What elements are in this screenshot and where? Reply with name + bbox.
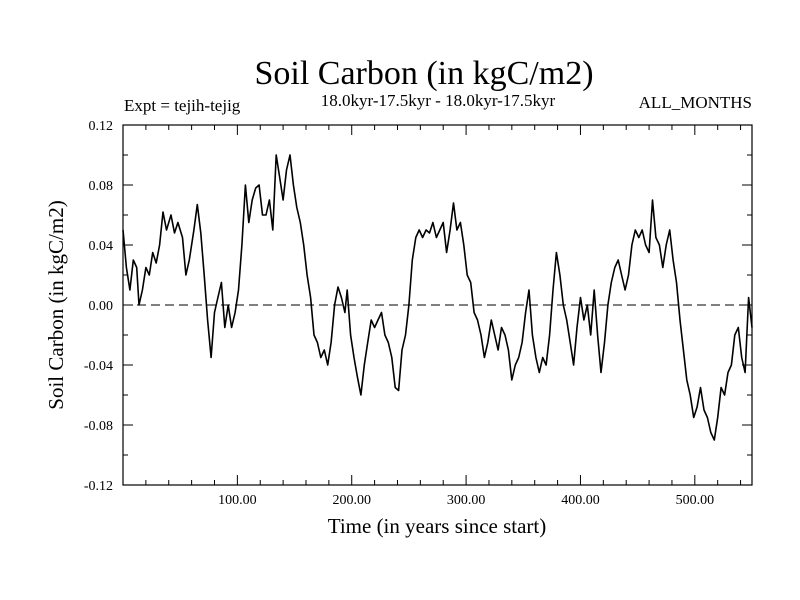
y-tick-label: -0.12 [84, 479, 113, 494]
y-tick-label: -0.08 [84, 419, 113, 434]
chart-subtitle: 18.0kyr-17.5kyr - 18.0kyr-17.5kyr [321, 91, 556, 110]
y-tick-labels: 0.12 0.08 0.04 0.00 -0.04 -0.08 -0.12 [84, 119, 113, 494]
expt-label: Expt = tejih-tejig [124, 96, 241, 115]
x-tick-label: 200.00 [332, 493, 371, 508]
y-tick-label: 0.04 [89, 239, 114, 254]
x-tick-label: 300.00 [447, 493, 486, 508]
y-axis-label: Soil Carbon (in kgC/m2) [44, 200, 68, 409]
months-label: ALL_MONTHS [639, 93, 752, 112]
x-tick-label: 100.00 [218, 493, 257, 508]
x-tick-labels: 100.00 200.00 300.00 400.00 500.00 [218, 493, 714, 508]
x-tick-label: 500.00 [676, 493, 715, 508]
y-tick-label: 0.08 [89, 179, 114, 194]
y-tick-label: 0.12 [89, 119, 114, 134]
x-axis-label: Time (in years since start) [328, 514, 547, 538]
chart-title: Soil Carbon (in kgC/m2) [254, 55, 593, 92]
y-tick-label: -0.04 [84, 359, 113, 374]
series-group [122, 154, 753, 441]
x-tick-label: 400.00 [561, 493, 600, 508]
y-tick-label: 0.00 [89, 299, 114, 314]
series-line [122, 154, 753, 441]
axis-ticks [123, 124, 752, 486]
